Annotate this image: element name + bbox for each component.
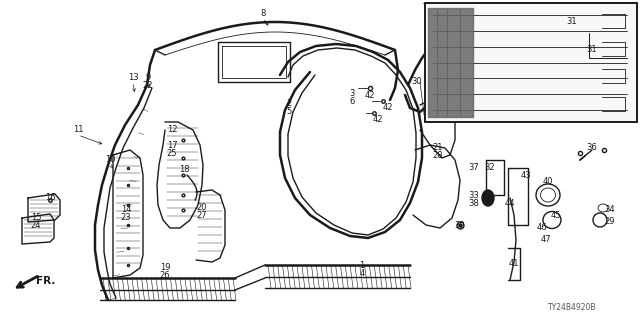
Text: 32: 32 [484, 164, 495, 172]
Text: 30: 30 [412, 76, 422, 85]
Text: TY24B4920B: TY24B4920B [548, 303, 596, 313]
Text: 28: 28 [433, 151, 444, 161]
Text: 27: 27 [196, 211, 207, 220]
Text: 14: 14 [121, 205, 131, 214]
Text: 41: 41 [509, 260, 519, 268]
Text: 24: 24 [31, 221, 41, 230]
Text: 37: 37 [468, 164, 479, 172]
Text: 31: 31 [566, 18, 577, 27]
Text: 19: 19 [160, 263, 170, 273]
Text: 42: 42 [372, 116, 383, 124]
Ellipse shape [482, 190, 494, 206]
Text: 29: 29 [605, 218, 615, 227]
FancyBboxPatch shape [425, 3, 637, 122]
Text: 45: 45 [551, 212, 561, 220]
Text: 5: 5 [286, 107, 292, 116]
Text: 36: 36 [587, 143, 597, 153]
Text: 21: 21 [433, 143, 444, 153]
Text: 42: 42 [365, 91, 375, 100]
Text: 31: 31 [587, 45, 597, 54]
Text: 2: 2 [286, 99, 292, 108]
Text: 47: 47 [541, 236, 551, 244]
Text: FR.: FR. [36, 276, 56, 286]
Text: 4: 4 [360, 268, 365, 277]
Text: 1: 1 [360, 260, 365, 269]
Text: 42: 42 [383, 103, 393, 113]
Text: 16: 16 [45, 194, 55, 203]
Text: 13: 13 [128, 73, 138, 82]
Text: 11: 11 [73, 125, 83, 134]
Text: 6: 6 [349, 97, 355, 106]
Text: 43: 43 [521, 172, 531, 180]
Text: 8: 8 [260, 10, 266, 19]
Text: 20: 20 [196, 203, 207, 212]
Text: 39: 39 [454, 220, 465, 229]
Text: 38: 38 [468, 198, 479, 207]
Text: 23: 23 [121, 213, 131, 222]
Text: 15: 15 [31, 213, 41, 222]
Text: 17: 17 [166, 140, 177, 149]
Text: 12: 12 [167, 124, 177, 133]
Text: 46: 46 [537, 223, 547, 233]
Text: 10: 10 [105, 156, 115, 164]
Text: 9: 9 [145, 73, 150, 82]
Text: 26: 26 [160, 271, 170, 281]
Text: 3: 3 [349, 89, 355, 98]
Text: 22: 22 [143, 81, 153, 90]
Text: 18: 18 [179, 165, 189, 174]
Text: 44: 44 [505, 198, 515, 207]
Text: 25: 25 [167, 148, 177, 157]
Text: 33: 33 [468, 190, 479, 199]
Text: 40: 40 [543, 178, 553, 187]
Text: 34: 34 [605, 205, 615, 214]
